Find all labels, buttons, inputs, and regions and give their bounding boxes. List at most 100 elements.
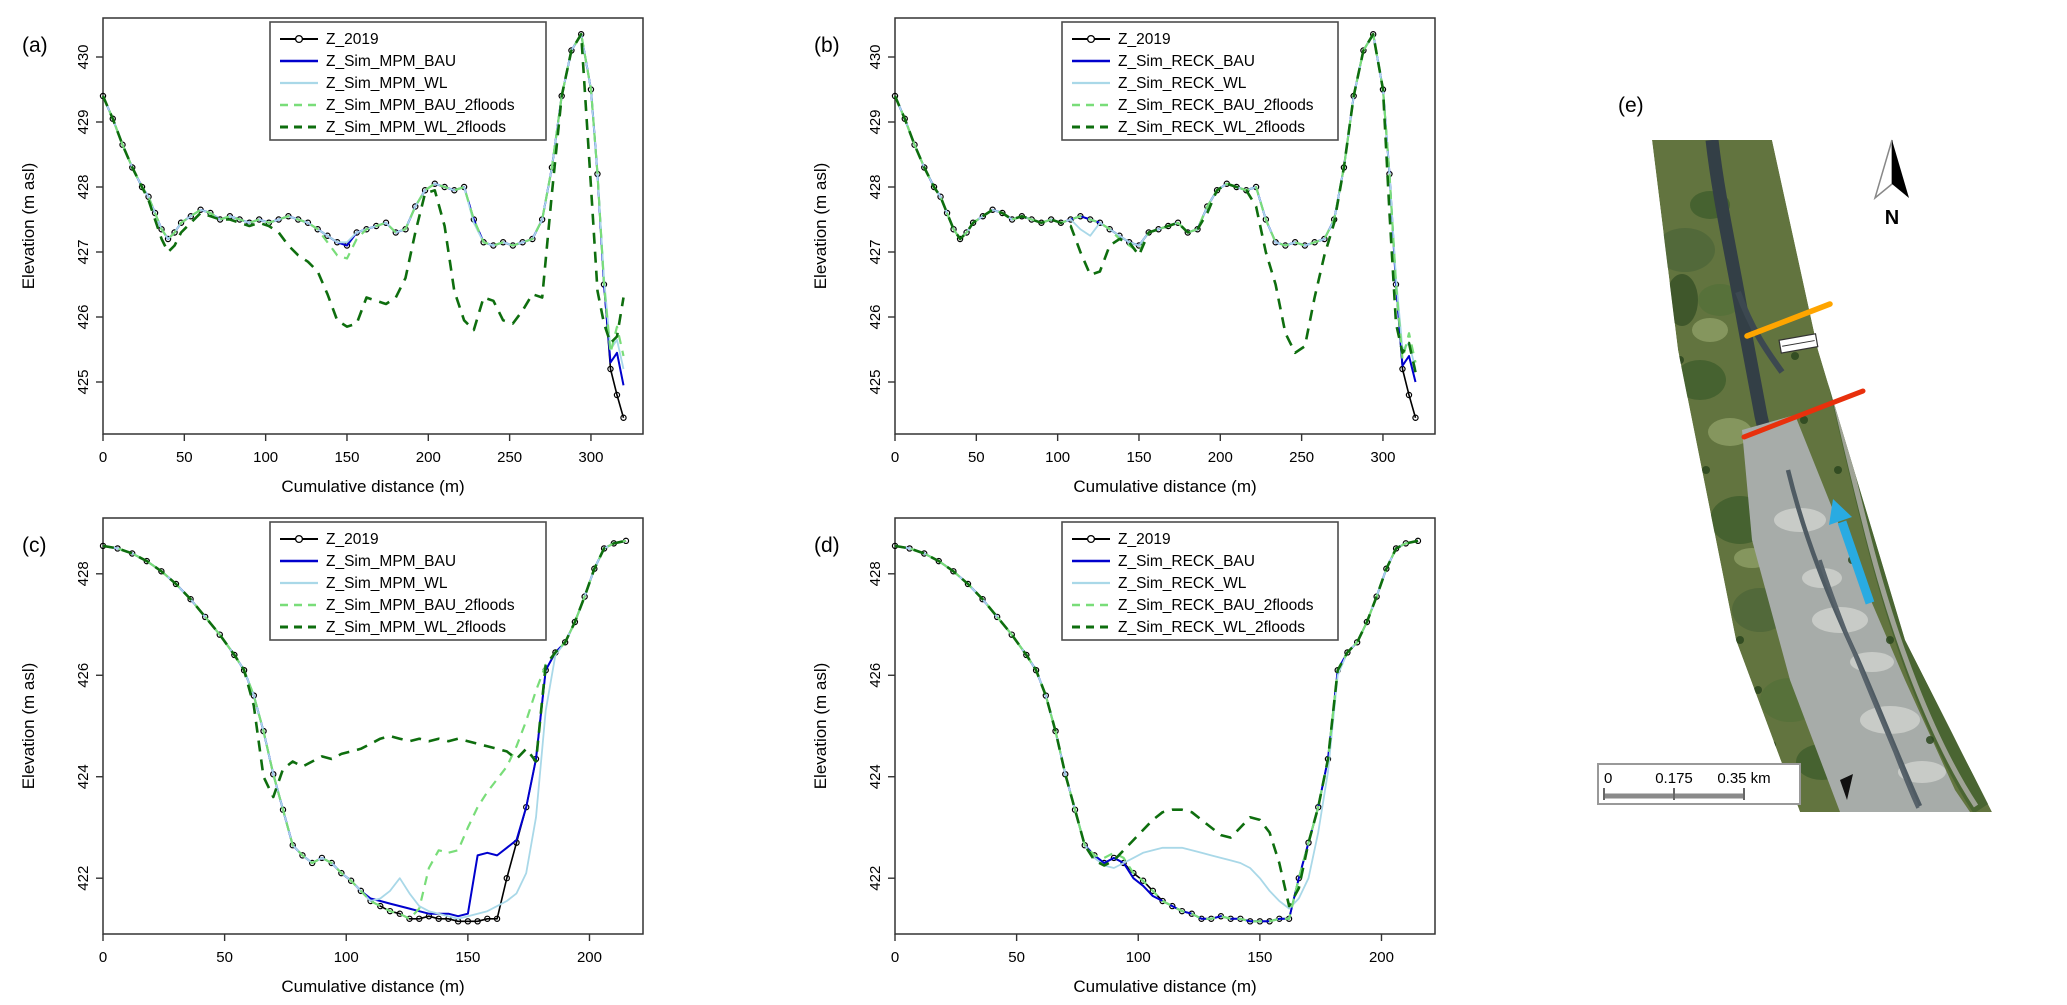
data-point-marker: [172, 580, 180, 588]
x-tick-label: 100: [1045, 449, 1070, 466]
y-tick-label: 425: [867, 369, 884, 394]
legend-entry-label: Z_Sim_RECK_WL: [1118, 75, 1247, 92]
flow-direction-arrow: [1829, 499, 1875, 605]
y-axis-title: Elevation (m asl): [19, 163, 38, 290]
legend-entry-label: Z_Sim_RECK_WL: [1118, 575, 1247, 592]
upper-transect-line: [1744, 301, 1833, 339]
y-tick-label: 428: [75, 174, 92, 199]
legend-entry-label: Z_2019: [1118, 531, 1171, 548]
map-svg: (e) N 0 0.175 0.35 km: [1597, 94, 1992, 812]
data-point-marker: [1149, 887, 1157, 895]
y-tick-label: 426: [867, 663, 884, 688]
panel-label: (a): [22, 34, 48, 57]
panel-label: (b): [814, 34, 840, 57]
x-tick-label: 100: [253, 449, 278, 466]
legend-marker-sample: [1086, 34, 1096, 44]
data-point-marker: [1159, 897, 1166, 905]
x-tick-label: 0: [891, 949, 899, 966]
bridge-marker: [1778, 333, 1819, 354]
series-Z_Sim_RECK_WL_2floods: [893, 32, 1417, 373]
legend: Z_2019 Z_Sim_MPM_BAU Z_Sim_MPM_WL Z_Sim_MPM…: [269, 521, 547, 641]
data-point-marker: [1412, 414, 1419, 421]
legend-entry-label: Z_Sim_MPM_WL_2floods: [326, 119, 506, 136]
x-tick-label: 150: [455, 949, 480, 966]
panel-label: (d): [814, 534, 840, 557]
data-point-marker: [464, 918, 472, 925]
data-point-marker: [318, 854, 326, 862]
data-point-marker: [1008, 631, 1015, 638]
chart-svg-a: (a) 0 50 100 150 200 250 300 425 426 427 428 429 430 C…: [19, 17, 644, 496]
data-point-marker: [969, 219, 977, 226]
x-tick-label: 100: [1126, 949, 1151, 966]
data-point-marker: [338, 869, 345, 877]
x-tick-label: 200: [1208, 449, 1233, 466]
data-point-marker: [406, 915, 413, 922]
scale-label-mid: 0.175: [1655, 770, 1693, 787]
x-tick-label: 50: [216, 949, 233, 966]
series-Z_Sim_MPM_WL_2floods: [101, 32, 625, 345]
data-point-marker: [421, 187, 429, 194]
x-tick-label: 300: [1370, 449, 1395, 466]
legend: Z_2019 Z_Sim_RECK_BAU Z_Sim_RECK_WL Z_Sim_R…: [1061, 21, 1339, 141]
legend-entry-label: Z_Sim_MPM_BAU_2floods: [326, 97, 515, 114]
data-point-marker: [613, 391, 621, 399]
data-point-marker: [377, 902, 384, 910]
y-tick-label: 429: [867, 109, 884, 134]
data-point-marker: [171, 229, 178, 236]
data-point-marker: [964, 580, 972, 588]
chart-svg-d: (d) 0 50 100 150 200 422 424 426 428 Cumulative di…: [811, 517, 1436, 996]
data-point-marker: [231, 651, 238, 659]
data-point-marker: [1023, 651, 1030, 659]
x-tick-label: 0: [99, 449, 107, 466]
x-axis-title: Cumulative distance (m): [281, 977, 464, 996]
data-point-marker: [328, 859, 335, 867]
series-Z_Sim_MPM_WL_2floods: [102, 539, 627, 799]
scale-label-0: 0: [1604, 770, 1612, 787]
legend-entry-label: Z_2019: [1118, 31, 1171, 48]
data-point-marker: [963, 229, 970, 236]
y-axis-title: Elevation (m asl): [19, 663, 38, 790]
data-point-marker: [187, 595, 194, 603]
y-tick-label: 425: [75, 369, 92, 394]
x-tick-label: 150: [1247, 949, 1272, 966]
data-point-marker: [216, 631, 223, 638]
scale-label-max: 0.35 km: [1717, 770, 1770, 787]
y-tick-label: 430: [75, 44, 92, 69]
y-tick-label: 428: [867, 174, 884, 199]
y-tick-label: 427: [75, 239, 92, 264]
data-point-marker: [1139, 877, 1147, 884]
panel-e-orthophoto: (e) N 0 0.175 0.35 km: [1590, 0, 2067, 1000]
x-axis-title: Cumulative distance (m): [1073, 477, 1256, 496]
y-tick-label: 424: [75, 764, 92, 789]
north-arrow-icon: N: [1873, 139, 1909, 229]
legend-entry-label: Z_Sim_MPM_WL: [326, 575, 448, 592]
data-point-marker: [493, 915, 501, 922]
data-point-marker: [1169, 902, 1176, 910]
x-tick-label: 150: [334, 449, 359, 466]
chart-svg-b: (b) 0 50 100 150 200 250 300 425 426 427 428 429 430 C…: [811, 17, 1436, 496]
legend-entry-label: Z_2019: [326, 531, 379, 548]
legend-entry-label: Z_Sim_RECK_BAU_2floods: [1118, 597, 1314, 614]
data-point-marker: [503, 874, 510, 882]
y-tick-label: 429: [75, 109, 92, 134]
data-point-marker: [979, 213, 987, 220]
legend-entry-label: Z_Sim_RECK_BAU_2floods: [1118, 97, 1314, 114]
data-point-marker: [308, 859, 316, 867]
legend-marker-sample: [294, 34, 304, 44]
x-tick-label: 50: [176, 449, 193, 466]
data-point-marker: [993, 613, 1001, 621]
data-point-marker: [314, 226, 321, 233]
x-axis-title: Cumulative distance (m): [1073, 977, 1256, 996]
y-tick-label: 427: [867, 239, 884, 264]
y-tick-label: 428: [867, 561, 884, 586]
data-point-marker: [177, 219, 185, 226]
data-point-marker: [950, 568, 957, 575]
legend-box: [269, 521, 547, 641]
data-point-marker: [299, 852, 306, 859]
data-point-marker: [1405, 391, 1413, 399]
legend-box: [269, 21, 547, 141]
data-point-marker: [347, 877, 355, 884]
data-point-marker: [484, 915, 491, 922]
x-tick-label: 50: [968, 449, 985, 466]
